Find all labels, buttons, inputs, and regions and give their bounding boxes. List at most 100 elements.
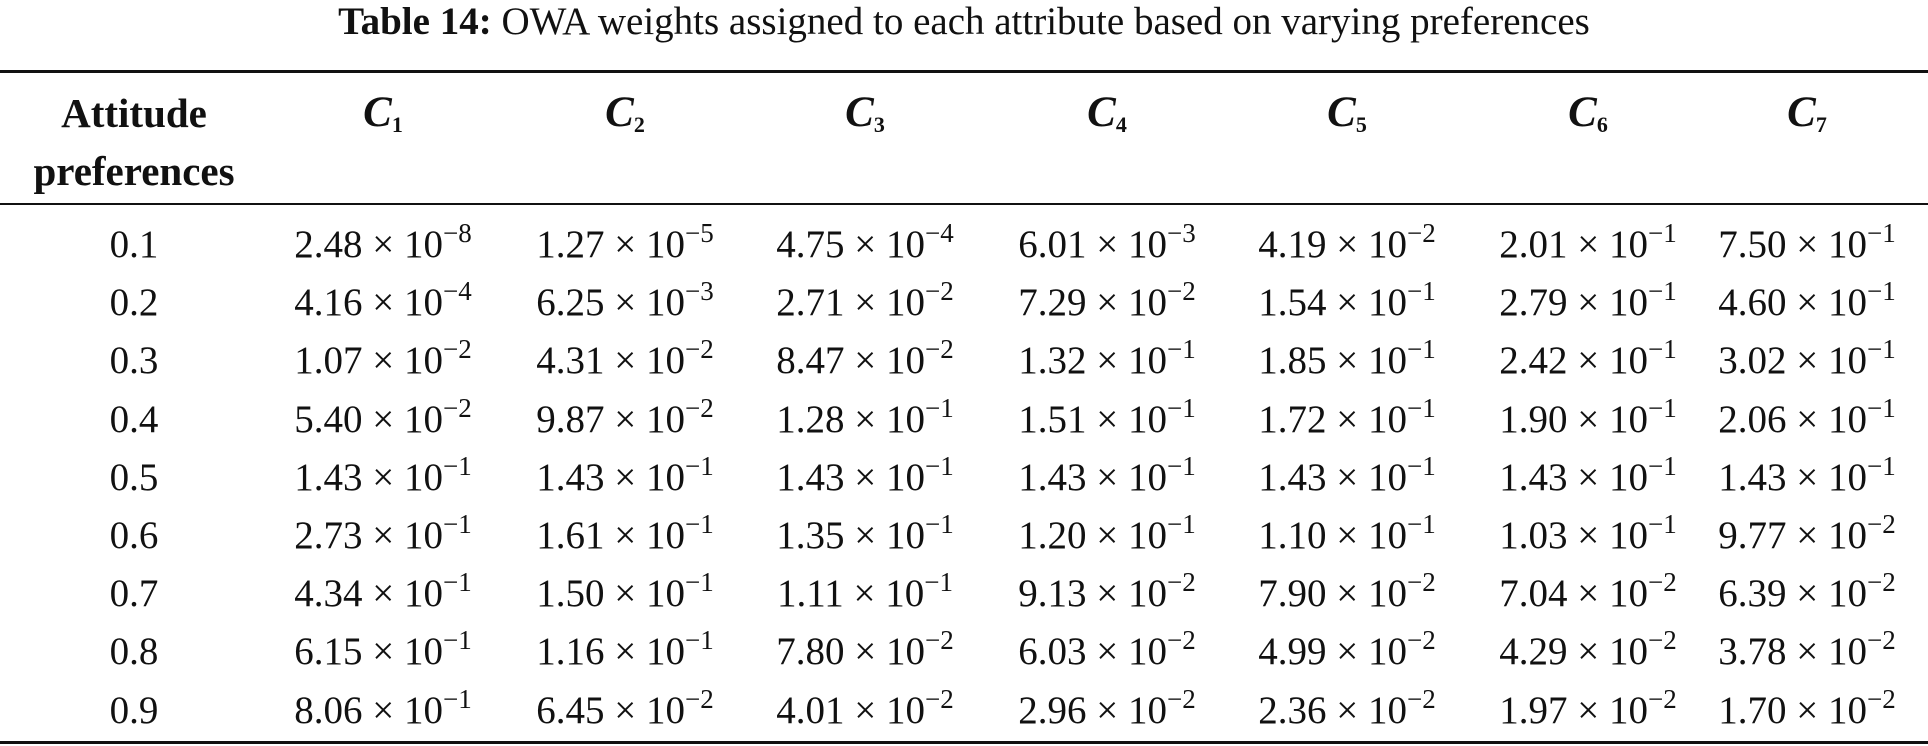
weight-mantissa: 1.43 × 10	[1718, 455, 1867, 499]
table-header-rule	[0, 203, 1928, 205]
weight-exponent: −2	[443, 392, 472, 423]
header-attitude-line1: Attitude	[61, 90, 207, 136]
weight-cell-c3: 2.71 × 10−2	[745, 274, 985, 332]
weight-exponent: −2	[1167, 567, 1196, 598]
weight-mantissa: 1.07 × 10	[294, 339, 443, 383]
header-col-letter: C	[1327, 89, 1356, 136]
header-col-c3: C3	[745, 84, 985, 154]
weight-mantissa: 2.42 × 10	[1499, 339, 1648, 383]
weight-cell-c3: 1.11 × 10−1	[745, 565, 985, 623]
weight-mantissa: 1.28 × 10	[776, 397, 925, 441]
weight-mantissa: 1.16 × 10	[536, 630, 685, 674]
weight-exponent: −1	[925, 450, 954, 481]
weight-mantissa: 3.78 × 10	[1718, 630, 1867, 674]
weight-exponent: −3	[685, 276, 714, 307]
header-col-letter: C	[605, 89, 634, 136]
weight-mantissa: 7.04 × 10	[1499, 572, 1648, 616]
weight-cell-c2: 1.50 × 10−1	[505, 565, 745, 623]
weight-mantissa: 1.43 × 10	[1499, 455, 1648, 499]
weight-cell-c1: 4.16 × 10−4	[263, 274, 503, 332]
weight-mantissa: 2.36 × 10	[1258, 688, 1407, 732]
weight-mantissa: 8.47 × 10	[776, 339, 925, 383]
weight-mantissa: 1.90 × 10	[1499, 397, 1648, 441]
weight-exponent: −1	[1867, 218, 1896, 248]
weight-mantissa: 8.06 × 10	[294, 688, 443, 732]
weight-cell-c6: 7.04 × 10−2	[1468, 565, 1708, 623]
weight-mantissa: 1.72 × 10	[1258, 397, 1407, 441]
weight-exponent: −2	[1867, 625, 1896, 656]
attitude-preference-cell: 0.6	[109, 514, 159, 557]
header-col-c6: C6	[1468, 84, 1708, 154]
weight-mantissa: 1.32 × 10	[1018, 339, 1167, 383]
weight-cell-c6: 1.43 × 10−1	[1468, 449, 1708, 507]
weight-cell-c4: 1.32 × 10−1	[987, 332, 1227, 390]
weight-exponent: −1	[443, 625, 472, 656]
weight-cell-c5: 4.99 × 10−2	[1227, 623, 1467, 681]
weight-mantissa: 1.03 × 10	[1499, 514, 1648, 557]
weight-mantissa: 1.20 × 10	[1018, 514, 1167, 557]
header-col-c7: C7	[1687, 84, 1927, 154]
weight-mantissa: 4.29 × 10	[1499, 630, 1648, 674]
weight-exponent: −4	[443, 276, 472, 307]
weight-mantissa: 1.10 × 10	[1258, 514, 1407, 557]
table-caption: Table 14: OWA weights assigned to each a…	[0, 0, 1928, 44]
weight-mantissa: 7.80 × 10	[776, 630, 925, 674]
weight-cell-c5: 1.43 × 10−1	[1227, 449, 1467, 507]
weight-cell-c1: 8.06 × 10−1	[263, 682, 503, 740]
weight-exponent: −2	[1167, 276, 1196, 307]
weight-mantissa: 4.60 × 10	[1718, 281, 1867, 325]
weight-mantissa: 2.96 × 10	[1018, 688, 1167, 732]
header-col-subscript: 3	[873, 112, 885, 137]
weight-exponent: −1	[1167, 392, 1196, 423]
weight-exponent: −2	[1867, 567, 1896, 598]
table-top-rule	[0, 70, 1928, 73]
weight-exponent: −1	[685, 509, 714, 539]
table-row: 0.4 5.40 × 10−2 9.87 × 10−2 1.28 × 10−1 1.51…	[0, 391, 1928, 449]
weight-mantissa: 7.50 × 10	[1718, 223, 1867, 266]
header-col-letter: C	[1087, 89, 1116, 136]
weight-exponent: −1	[1167, 509, 1196, 539]
header-col-subscript: 5	[1355, 112, 1367, 137]
weight-cell-c3: 4.01 × 10−2	[745, 682, 985, 740]
weight-cell-c6: 4.29 × 10−2	[1468, 623, 1708, 681]
weight-exponent: −4	[925, 218, 954, 248]
weight-exponent: −2	[1648, 683, 1677, 714]
weight-mantissa: 6.01 × 10	[1018, 223, 1167, 266]
weight-cell-c5: 4.19 × 10−2	[1227, 216, 1467, 274]
attitude-preference-cell: 0.5	[109, 455, 159, 499]
weight-cell-c2: 1.43 × 10−1	[505, 449, 745, 507]
weight-cell-c7: 4.60 × 10−1	[1687, 274, 1927, 332]
weight-cell-c5: 1.72 × 10−1	[1227, 391, 1467, 449]
table-bottom-rule	[0, 741, 1928, 744]
weight-mantissa: 1.11 × 10	[776, 572, 925, 616]
weight-cell-c4: 1.51 × 10−1	[987, 391, 1227, 449]
weight-mantissa: 7.90 × 10	[1258, 572, 1407, 616]
weight-exponent: −2	[1407, 218, 1436, 248]
weight-mantissa: 1.50 × 10	[536, 572, 685, 616]
table-row: 0.7 4.34 × 10−1 1.50 × 10−1 1.11 × 10−1 9.13…	[0, 565, 1928, 623]
header-col-letter: C	[1568, 89, 1597, 136]
header-col-subscript: 2	[633, 112, 645, 137]
weight-exponent: −1	[1648, 450, 1677, 481]
table-row: 0.6 2.73 × 10−1 1.61 × 10−1 1.35 × 10−1 1.20…	[0, 507, 1928, 565]
weight-cell-c7: 3.02 × 10−1	[1687, 332, 1927, 390]
weight-mantissa: 6.15 × 10	[294, 630, 443, 674]
weight-exponent: −2	[925, 334, 954, 365]
weight-exponent: −1	[443, 683, 472, 714]
header-col-subscript: 6	[1596, 112, 1608, 137]
weight-exponent: −1	[1867, 450, 1896, 481]
weight-mantissa: 5.40 × 10	[294, 397, 443, 441]
weight-cell-c3: 8.47 × 10−2	[745, 332, 985, 390]
weight-cell-c1: 6.15 × 10−1	[263, 623, 503, 681]
weight-mantissa: 6.39 × 10	[1718, 572, 1867, 616]
weight-cell-c2: 6.25 × 10−3	[505, 274, 745, 332]
weight-cell-c1: 5.40 × 10−2	[263, 391, 503, 449]
weight-cell-c6: 2.79 × 10−1	[1468, 274, 1708, 332]
attitude-preference-cell: 0.3	[109, 339, 159, 383]
header-col-letter: C	[845, 89, 874, 136]
weight-mantissa: 9.87 × 10	[536, 397, 685, 441]
weight-mantissa: 3.02 × 10	[1718, 339, 1867, 383]
weight-exponent: −1	[1407, 509, 1436, 539]
header-col-subscript: 1	[391, 112, 403, 137]
weight-exponent: −2	[685, 683, 714, 714]
